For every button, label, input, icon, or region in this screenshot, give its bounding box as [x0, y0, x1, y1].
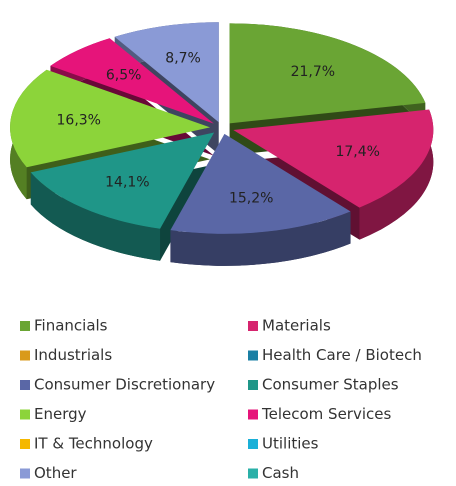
legend-label: Health Care / Biotech [262, 346, 422, 364]
legend-label: Utilities [262, 435, 319, 453]
slice [229, 132, 356, 211]
legend-label: Consumer Discretionary [34, 376, 215, 394]
legend-swatch [20, 409, 30, 420]
slice [233, 109, 434, 208]
legend-label: Financials [34, 317, 108, 335]
legend-swatch [248, 321, 258, 331]
legend-swatch [20, 321, 30, 331]
legend-swatch [248, 380, 258, 390]
legend-label: Materials [262, 317, 331, 335]
slice-side [359, 109, 434, 240]
legend-swatch [248, 439, 258, 449]
data-label: 15,2% [229, 191, 273, 207]
data-label: 8,7% [165, 51, 201, 67]
legend-swatch [248, 350, 258, 361]
slice [50, 38, 214, 124]
legend-label: Other [34, 464, 77, 482]
slice [111, 37, 216, 123]
legend-label: Consumer Staples [262, 376, 399, 394]
data-label: 17,4% [335, 144, 379, 160]
legend-label: Cash [262, 464, 299, 482]
data-label: 14,1% [105, 174, 149, 190]
slice-side [30, 172, 161, 261]
legend-swatch [248, 468, 258, 479]
legend-label: IT & Technology [34, 435, 153, 453]
legend-swatch [20, 350, 30, 361]
legend-label: Telecom Services [261, 405, 391, 423]
slice [229, 23, 426, 124]
legend-label: Industrials [34, 346, 112, 364]
legend-swatch [20, 380, 30, 390]
slice [114, 22, 219, 123]
slice [10, 69, 211, 168]
data-label: 16,3% [57, 113, 101, 129]
data-label: 6,5% [106, 67, 142, 83]
legend-swatch [20, 439, 30, 449]
slice [30, 132, 215, 229]
legend-label: Energy [34, 405, 87, 423]
legend-swatch [20, 468, 30, 479]
slice [170, 133, 351, 234]
legend-swatch [248, 409, 258, 420]
slice-side [170, 211, 351, 266]
data-label: 21,7% [291, 64, 335, 80]
